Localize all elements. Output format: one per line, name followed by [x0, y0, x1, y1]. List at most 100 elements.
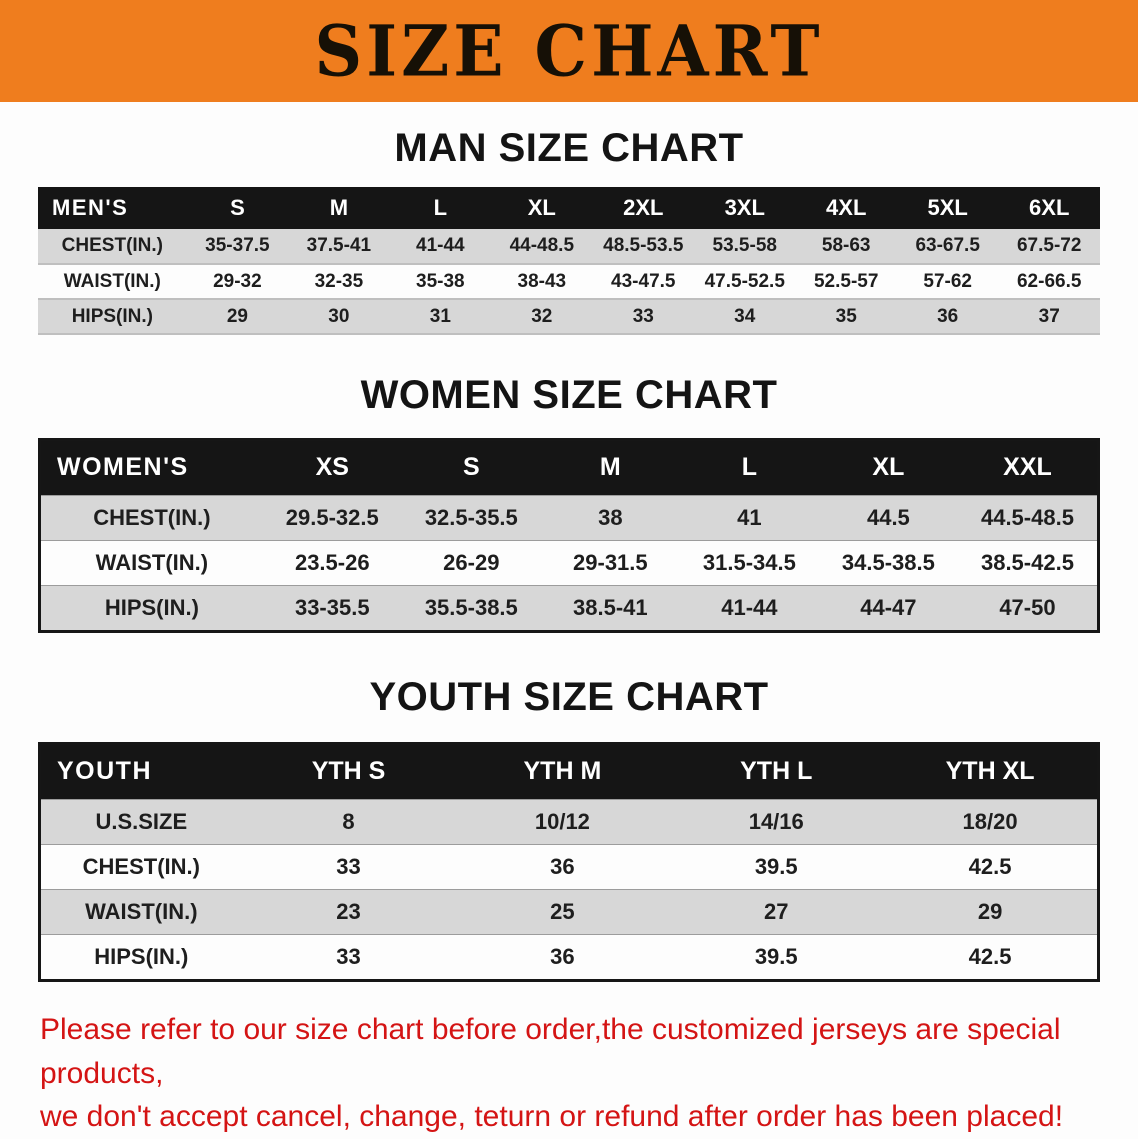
women-table-row-2: HIPS(IN.) 33-35.5 35.5-38.5 38.5-41 41-44 44-…: [41, 584, 1097, 630]
men-cell-2-7: 36: [896, 299, 999, 335]
women-corner-label: WOMEN'S: [41, 441, 263, 495]
youth-size-col-yth-s: YTH S: [241, 745, 456, 799]
youth-cell-3-3: 42.5: [883, 933, 1097, 979]
men-cell-0-7: 63-67.5: [896, 229, 999, 265]
youth-row-label-3: HIPS(IN.): [41, 933, 242, 979]
youth-cell-1-3: 42.5: [883, 843, 1097, 889]
men-cell-0-6: 58-63: [795, 229, 897, 265]
youth-cell-3-1: 36: [455, 933, 670, 979]
youth-size-col-yth-l: YTH L: [669, 745, 884, 799]
youth-cell-0-3: 18/20: [883, 798, 1097, 844]
men-cell-2-6: 35: [795, 299, 897, 335]
men-cell-1-8: 62-66.5: [998, 263, 1100, 300]
youth-table-row-0: U.S.SIZE 8 10/12 14/16 18/20: [41, 798, 1097, 844]
youth-cell-1-0: 33: [241, 843, 456, 889]
youth-cell-1-1: 36: [455, 843, 670, 889]
youth-corner-label: YOUTH: [41, 745, 242, 799]
men-cell-1-5: 47.5-52.5: [694, 263, 796, 300]
men-size-col-3xl: 3XL: [694, 187, 796, 229]
youth-row-label-0: U.S.SIZE: [41, 798, 242, 844]
footer-note-line2: we don't accept cancel, change, teturn o…: [40, 1100, 1064, 1133]
banner-title: SIZE CHART: [314, 9, 824, 93]
men-cell-2-0: 29: [186, 299, 289, 335]
men-cell-1-4: 43-47.5: [592, 263, 695, 300]
men-cell-2-8: 37: [998, 299, 1100, 335]
men-size-table-wrap: MEN'S S M L XL 2XL 3XL 4XL 5XL 6XL CHEST(IN.) 35-37…: [38, 187, 1100, 335]
women-cell-1-5: 38.5-42.5: [957, 539, 1097, 585]
youth-cell-2-1: 25: [455, 888, 670, 934]
youth-cell-2-0: 23: [241, 888, 456, 934]
youth-cell-1-2: 39.5: [669, 843, 884, 889]
youth-table-row-2: WAIST(IN.) 23 25 27 29: [41, 888, 1097, 934]
men-size-col-4xl: 4XL: [795, 187, 897, 229]
women-cell-2-2: 38.5-41: [540, 584, 680, 630]
youth-cell-0-1: 10/12: [455, 798, 670, 844]
men-cell-2-4: 33: [592, 299, 695, 335]
women-size-col-s: S: [401, 441, 541, 495]
men-size-col-s: S: [186, 187, 289, 229]
youth-table-row-1: CHEST(IN.) 33 36 39.5 42.5: [41, 843, 1097, 889]
women-cell-0-5: 44.5-48.5: [957, 494, 1097, 540]
men-table-row-2: HIPS(IN.) 29 30 31 32 33 34 35 36 37: [38, 299, 1100, 335]
women-section-title: WOMEN SIZE CHART: [360, 373, 778, 417]
men-cell-0-3: 44-48.5: [491, 229, 593, 265]
men-cell-0-0: 35-37.5: [186, 229, 289, 265]
men-cell-1-1: 32-35: [288, 263, 390, 300]
size-charts: MAN SIZE CHART MEN'S S M L XL 2XL 3XL 4XL 5XL 6XL…: [0, 126, 1138, 1139]
men-row-label-1: WAIST(IN.): [38, 263, 187, 300]
youth-cell-2-2: 27: [669, 888, 884, 934]
men-cell-1-2: 35-38: [389, 263, 492, 300]
women-size-col-xs: XS: [262, 441, 402, 495]
women-size-col-xl: XL: [818, 441, 958, 495]
men-cell-0-8: 67.5-72: [998, 229, 1100, 265]
women-row-label-0: CHEST(IN.): [41, 494, 263, 540]
men-header-row: MEN'S S M L XL 2XL 3XL 4XL 5XL 6XL: [38, 187, 1100, 229]
men-size-col-m: M: [288, 187, 390, 229]
youth-size-table: YOUTH YTH S YTH M YTH L YTH XL U.S.SIZE 8 10/12…: [41, 745, 1097, 979]
youth-header-row: YOUTH YTH S YTH M YTH L YTH XL: [41, 745, 1097, 799]
women-cell-2-0: 33-35.5: [262, 584, 402, 630]
men-cell-2-2: 31: [389, 299, 492, 335]
men-size-table: MEN'S S M L XL 2XL 3XL 4XL 5XL 6XL CHEST(IN.) 35-37…: [38, 187, 1100, 335]
women-cell-2-3: 41-44: [679, 584, 819, 630]
men-cell-0-4: 48.5-53.5: [592, 229, 695, 265]
women-header-row: WOMEN'S XS S M L XL XXL: [41, 441, 1097, 495]
women-cell-1-3: 31.5-34.5: [679, 539, 819, 585]
footer-note-line1: Please refer to our size chart before or…: [40, 1013, 1061, 1090]
men-cell-2-5: 34: [694, 299, 796, 335]
women-size-table-wrap: WOMEN'S XS S M L XL XXL CHEST(IN.) 29.5-32.5 32.5…: [38, 438, 1100, 633]
women-cell-1-0: 23.5-26: [262, 539, 402, 585]
men-row-label-0: CHEST(IN.): [38, 229, 187, 265]
women-cell-2-4: 44-47: [818, 584, 958, 630]
women-cell-0-4: 44.5: [818, 494, 958, 540]
youth-cell-3-2: 39.5: [669, 933, 884, 979]
women-cell-1-4: 34.5-38.5: [818, 539, 958, 585]
footer-note: Please refer to our size chart before or…: [40, 1008, 1138, 1139]
men-cell-0-2: 41-44: [389, 229, 492, 265]
youth-cell-0-2: 14/16: [669, 798, 884, 844]
women-size-table: WOMEN'S XS S M L XL XXL CHEST(IN.) 29.5-32.5 32.5…: [41, 441, 1097, 630]
men-cell-2-3: 32: [491, 299, 593, 335]
women-cell-0-0: 29.5-32.5: [262, 494, 402, 540]
men-cell-1-0: 29-32: [186, 263, 289, 300]
women-cell-2-1: 35.5-38.5: [401, 584, 541, 630]
men-cell-1-3: 38-43: [491, 263, 593, 300]
youth-cell-2-3: 29: [883, 888, 1097, 934]
youth-row-label-2: WAIST(IN.): [41, 888, 242, 934]
youth-size-col-yth-m: YTH M: [455, 745, 670, 799]
women-cell-1-2: 29-31.5: [540, 539, 680, 585]
men-size-col-2xl: 2XL: [592, 187, 695, 229]
women-table-row-0: CHEST(IN.) 29.5-32.5 32.5-35.5 38 41 44.5 44.5…: [41, 494, 1097, 540]
youth-section-title: YOUTH SIZE CHART: [369, 675, 769, 719]
men-cell-0-5: 53.5-58: [694, 229, 796, 265]
women-cell-0-1: 32.5-35.5: [401, 494, 541, 540]
women-size-col-l: L: [679, 441, 819, 495]
women-size-col-xxl: XXL: [957, 441, 1097, 495]
men-corner-label: MEN'S: [38, 187, 187, 229]
youth-cell-0-0: 8: [241, 798, 456, 844]
women-size-col-m: M: [540, 441, 680, 495]
women-table-row-1: WAIST(IN.) 23.5-26 26-29 29-31.5 31.5-34.5 34…: [41, 539, 1097, 585]
men-table-row-0: CHEST(IN.) 35-37.5 37.5-41 41-44 44-48.5 48.5…: [38, 229, 1100, 265]
men-cell-0-1: 37.5-41: [288, 229, 390, 265]
youth-size-table-wrap: YOUTH YTH S YTH M YTH L YTH XL U.S.SIZE 8 10/12…: [38, 742, 1100, 982]
